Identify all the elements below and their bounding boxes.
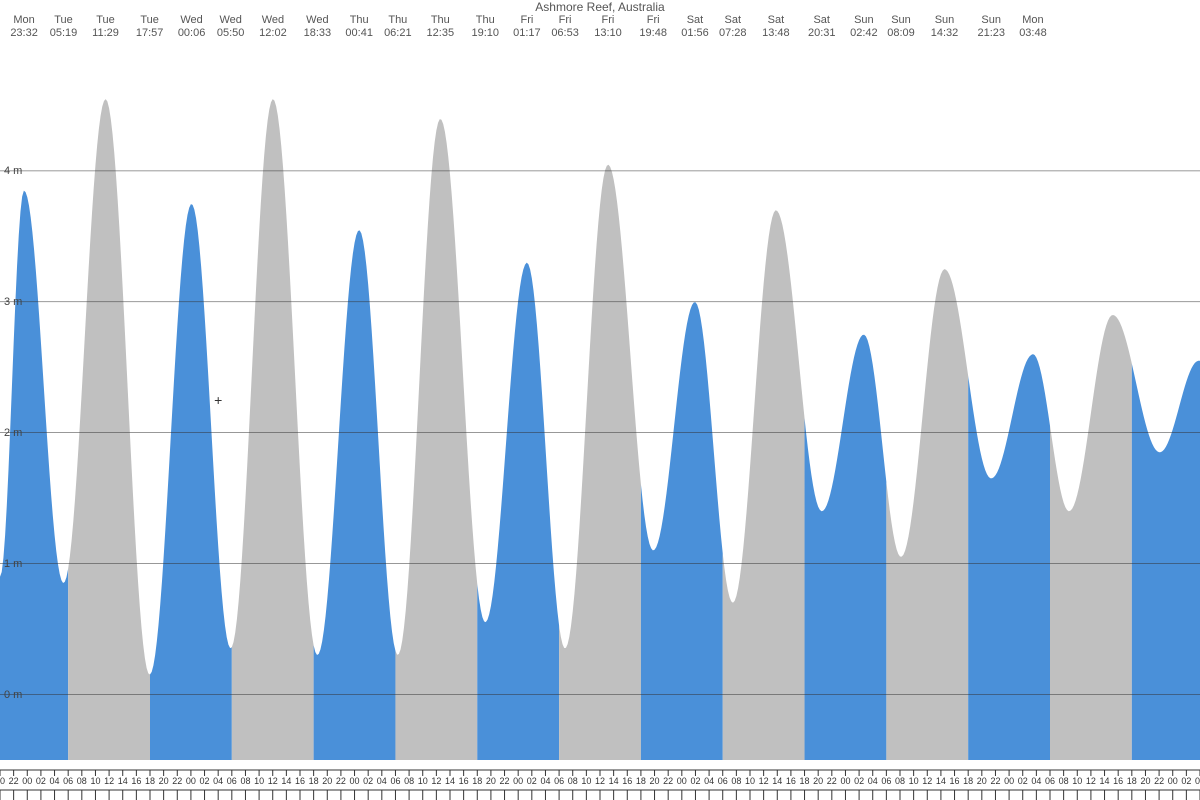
- tide-band: [150, 204, 232, 760]
- tide-band: [0, 191, 68, 760]
- tide-band: [395, 119, 477, 760]
- tide-band: [641, 302, 723, 760]
- tide-band: [559, 165, 641, 760]
- chart-svg: [0, 0, 1200, 800]
- tide-band: [968, 354, 1050, 760]
- tide-band: [805, 335, 887, 760]
- tide-band: [1132, 361, 1200, 760]
- tide-chart: Ashmore Reef, Australia 0 m1 m2 m3 m4 m2…: [0, 0, 1200, 800]
- tide-band: [314, 230, 396, 760]
- tide-band: [1050, 315, 1132, 760]
- tide-band: [68, 99, 150, 760]
- tide-band: [477, 263, 559, 760]
- tide-band: [232, 99, 314, 760]
- tide-band: [723, 210, 805, 760]
- tide-band: [886, 269, 968, 760]
